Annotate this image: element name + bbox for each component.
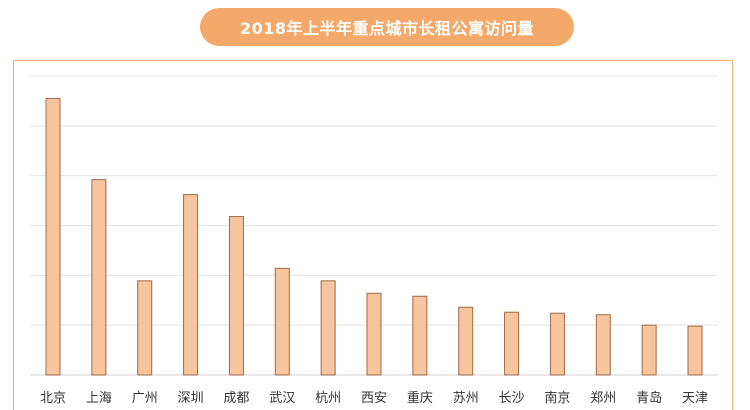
bar-8	[412, 295, 428, 376]
x-tick-label: 长沙	[499, 391, 525, 406]
bar-6	[320, 280, 336, 376]
bar-14	[687, 325, 703, 376]
x-tick-label: 广州	[132, 391, 158, 406]
bar-9	[458, 306, 474, 376]
bar-4	[228, 216, 244, 376]
x-tick-label: 重庆	[407, 390, 433, 406]
bar-0	[45, 97, 61, 376]
bar-11	[549, 312, 565, 376]
chart-frame	[13, 60, 733, 410]
bar-2	[137, 280, 153, 376]
x-tick-label: 西安	[361, 391, 387, 406]
x-tick-label: 武汉	[269, 391, 295, 406]
x-tick-label: 上海	[86, 391, 112, 406]
x-tick-label: 南京	[544, 390, 570, 406]
bar-1	[91, 179, 107, 376]
x-tick-label: 青岛	[636, 390, 662, 406]
bar-7	[366, 292, 382, 376]
x-tick-label: 苏州	[453, 390, 479, 406]
x-tick-label: 深圳	[178, 391, 204, 406]
chart-title: 2018年上半年重点城市长租公寓访问量	[200, 8, 574, 46]
x-tick-label: 郑州	[590, 391, 616, 406]
x-tick-label: 成都	[223, 391, 249, 406]
x-tick-label: 杭州	[315, 391, 341, 406]
x-tick-label: 北京	[40, 391, 66, 406]
bar-3	[183, 194, 199, 376]
x-tick-label: 天津	[682, 391, 708, 406]
bar-5	[274, 267, 290, 376]
bar-10	[504, 311, 520, 376]
bar-13	[641, 324, 657, 376]
bar-12	[595, 314, 611, 376]
